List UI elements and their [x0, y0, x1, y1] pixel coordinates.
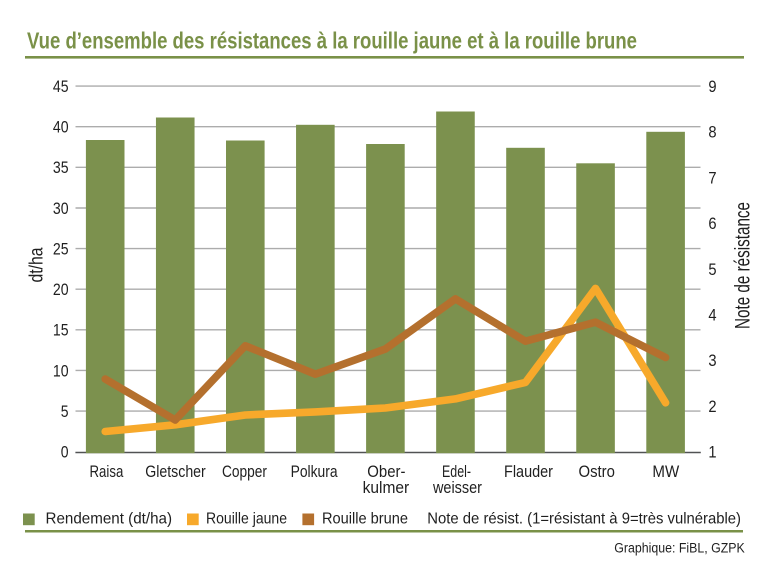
svg-text:9: 9 — [708, 78, 716, 96]
svg-text:25: 25 — [53, 241, 69, 259]
svg-text:Note de résist. (1=résistant à: Note de résist. (1=résistant à 9=très vu… — [427, 511, 741, 528]
svg-text:40: 40 — [53, 119, 69, 137]
svg-text:Gletscher: Gletscher — [145, 463, 206, 481]
svg-text:3: 3 — [708, 352, 716, 370]
svg-text:30: 30 — [53, 200, 69, 218]
svg-text:Ober-: Ober- — [367, 463, 405, 481]
svg-text:5: 5 — [61, 403, 69, 421]
svg-text:weisser: weisser — [432, 479, 482, 497]
svg-text:Raisa: Raisa — [90, 463, 125, 481]
svg-text:Ostro: Ostro — [579, 463, 615, 481]
svg-text:Rouille brune: Rouille brune — [322, 511, 408, 528]
svg-text:45: 45 — [53, 78, 69, 96]
svg-text:Graphique: FiBL, GZPK: Graphique: FiBL, GZPK — [614, 540, 745, 555]
svg-text:4: 4 — [708, 307, 716, 325]
svg-text:6: 6 — [708, 215, 716, 233]
svg-text:Vue d’ensemble des résistances: Vue d’ensemble des résistances à la roui… — [27, 28, 637, 54]
svg-text:Note de résistance: Note de résistance — [730, 202, 754, 329]
svg-text:dt/ha: dt/ha — [27, 247, 48, 282]
svg-text:Copper: Copper — [222, 463, 267, 481]
svg-text:Edel-: Edel- — [442, 463, 471, 481]
svg-text:Rendement (dt/ha): Rendement (dt/ha) — [46, 511, 173, 528]
svg-text:MW: MW — [652, 463, 679, 481]
svg-text:10: 10 — [53, 362, 69, 380]
svg-text:7: 7 — [708, 169, 716, 187]
svg-text:8: 8 — [708, 124, 716, 142]
svg-text:Polkura: Polkura — [291, 463, 339, 481]
svg-text:2: 2 — [708, 398, 716, 416]
svg-text:15: 15 — [53, 322, 69, 340]
svg-text:20: 20 — [53, 281, 69, 299]
svg-text:35: 35 — [53, 159, 69, 177]
svg-text:0: 0 — [61, 444, 69, 462]
svg-text:Rouille jaune: Rouille jaune — [206, 511, 287, 528]
svg-text:5: 5 — [708, 261, 716, 279]
svg-text:Flauder: Flauder — [504, 463, 553, 481]
svg-text:kulmer: kulmer — [363, 479, 410, 497]
svg-text:1: 1 — [708, 444, 716, 462]
